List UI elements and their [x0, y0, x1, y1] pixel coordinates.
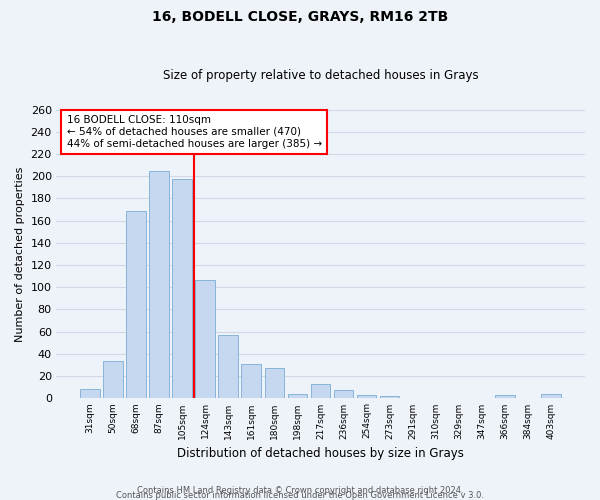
X-axis label: Distribution of detached houses by size in Grays: Distribution of detached houses by size … [177, 447, 464, 460]
Bar [357, 395, 376, 398]
Bar [80, 389, 100, 398]
Bar [218, 335, 238, 398]
Bar [334, 390, 353, 398]
Bar [265, 368, 284, 398]
Text: Contains public sector information licensed under the Open Government Licence v : Contains public sector information licen… [116, 490, 484, 500]
Bar [149, 170, 169, 398]
Bar [541, 394, 561, 398]
Bar [311, 384, 330, 398]
Text: Contains HM Land Registry data © Crown copyright and database right 2024.: Contains HM Land Registry data © Crown c… [137, 486, 463, 495]
Bar [287, 394, 307, 398]
Text: 16, BODELL CLOSE, GRAYS, RM16 2TB: 16, BODELL CLOSE, GRAYS, RM16 2TB [152, 10, 448, 24]
Bar [103, 362, 122, 398]
Title: Size of property relative to detached houses in Grays: Size of property relative to detached ho… [163, 69, 478, 82]
Bar [495, 395, 515, 398]
Bar [241, 364, 261, 398]
Bar [172, 180, 192, 398]
Text: 16 BODELL CLOSE: 110sqm
← 54% of detached houses are smaller (470)
44% of semi-d: 16 BODELL CLOSE: 110sqm ← 54% of detache… [67, 116, 322, 148]
Bar [196, 280, 215, 398]
Bar [126, 210, 146, 398]
Bar [380, 396, 400, 398]
Y-axis label: Number of detached properties: Number of detached properties [15, 166, 25, 342]
